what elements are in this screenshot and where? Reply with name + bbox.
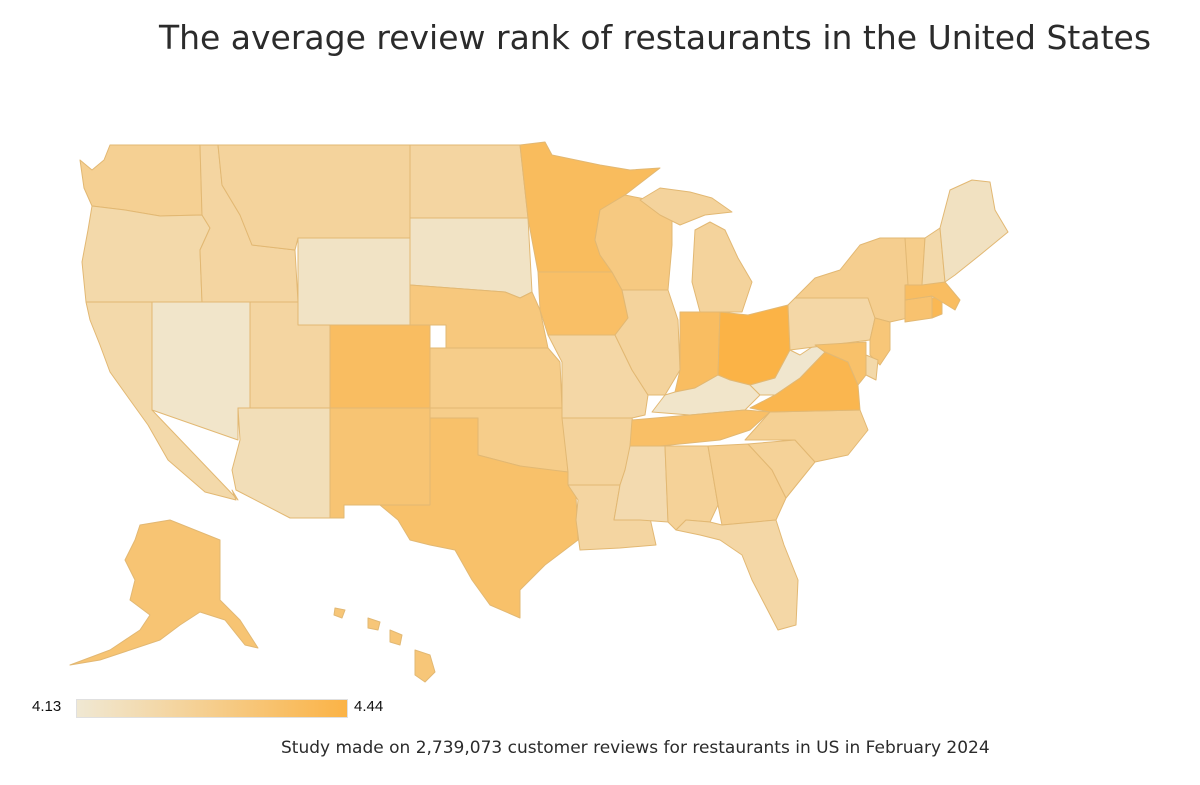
state-alaska[interactable] [69, 519, 259, 666]
state-oregon[interactable] [81, 205, 211, 303]
state-wyoming[interactable] [297, 237, 411, 326]
legend-min-label: 4.13 [32, 698, 62, 715]
state-michigan[interactable] [691, 221, 753, 313]
state-arizona[interactable] [231, 407, 331, 519]
state-west-virginia[interactable] [749, 344, 826, 396]
state-hawaii[interactable] [333, 607, 436, 683]
state-colorado[interactable] [329, 324, 431, 409]
state-kansas[interactable] [429, 347, 563, 409]
legend-max-label: 4.44 [354, 698, 384, 715]
legend-color-scale [76, 699, 348, 718]
state-florida[interactable] [675, 519, 799, 631]
state-texas[interactable] [343, 417, 579, 619]
state-delaware[interactable] [865, 354, 879, 381]
state-massachusetts[interactable] [904, 281, 961, 311]
state-iowa[interactable] [537, 271, 629, 336]
footnote: Study made on 2,739,073 customer reviews… [281, 738, 990, 758]
state-tennessee[interactable] [629, 409, 771, 447]
state-michigan-upper[interactable] [639, 187, 733, 226]
state-north-dakota[interactable] [409, 144, 529, 219]
state-nevada[interactable] [151, 301, 251, 441]
state-new-jersey[interactable] [869, 317, 891, 366]
state-illinois[interactable] [614, 289, 681, 396]
state-california[interactable] [85, 301, 239, 501]
state-maryland[interactable] [814, 341, 867, 386]
state-maine[interactable] [939, 179, 1009, 283]
state-south-carolina[interactable] [747, 439, 816, 499]
map-title: The average review rank of restaurants i… [158, 18, 1152, 57]
states-group [69, 141, 1009, 683]
state-new-mexico[interactable] [329, 407, 431, 519]
state-washington[interactable] [79, 144, 203, 217]
state-nebraska[interactable] [409, 284, 549, 349]
